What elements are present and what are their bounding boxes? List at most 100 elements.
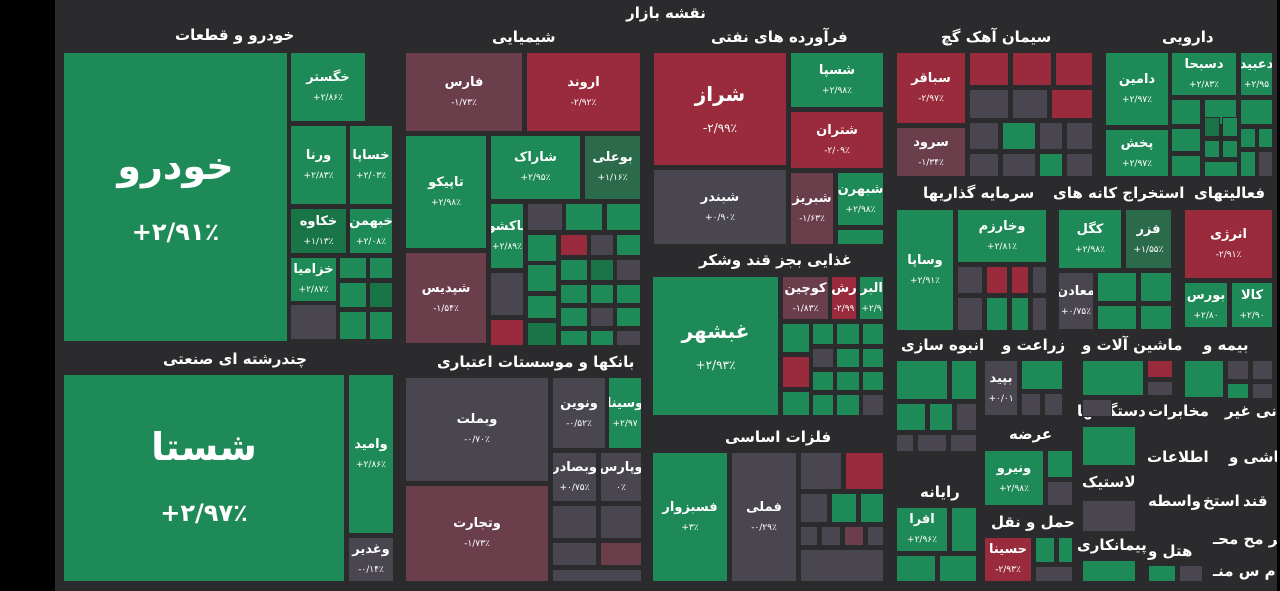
tile-small[interactable]: [1097, 305, 1137, 330]
tile-maaden[interactable]: معادن +۰/۷۵٪: [1058, 272, 1094, 330]
tile-small[interactable]: [369, 282, 393, 308]
tile-afra[interactable]: افرا +۲/۹۶٪: [896, 507, 948, 552]
tile-tapico[interactable]: تاپیکو +۲/۹۸٪: [405, 135, 487, 249]
tile-rosh[interactable]: رش -۲/۹۹: [831, 276, 857, 320]
tile-small[interactable]: [1058, 537, 1073, 563]
tile-small[interactable]: [1258, 151, 1273, 177]
tile-small[interactable]: [1082, 500, 1136, 532]
tile-vasina[interactable]: وسینا +۲/۹۷: [608, 377, 642, 449]
tile-small[interactable]: [1082, 560, 1136, 582]
tile-vasapa[interactable]: وساپا +۲/۹۱٪: [896, 209, 954, 331]
tile-small[interactable]: [1252, 383, 1273, 399]
tile-dasobha[interactable]: دسبحا +۲/۸۳٪: [1171, 52, 1237, 96]
tile-shebandar[interactable]: شبندر +۰/۹۰٪: [653, 169, 787, 245]
tile-arvand[interactable]: اروند -۲/۹۲٪: [526, 52, 641, 132]
tile-vamid[interactable]: وامید +۲/۸۶٪: [348, 374, 394, 534]
tile-khakave[interactable]: خکاوه +۱/۱۳٪: [290, 208, 347, 254]
tile-small[interactable]: [1044, 393, 1063, 416]
tile-small[interactable]: [782, 323, 810, 353]
tile-small[interactable]: [939, 555, 977, 582]
tile-small[interactable]: [1039, 122, 1063, 150]
tile-small[interactable]: [1035, 566, 1073, 582]
tile-khazamia[interactable]: خزامیا +۲/۸۷٪: [290, 257, 337, 302]
tile-small[interactable]: [1184, 360, 1224, 398]
tile-small[interactable]: [1047, 481, 1073, 506]
tile-small[interactable]: [565, 203, 603, 231]
tile-small[interactable]: [590, 284, 614, 304]
tile-damin[interactable]: دامین +۲/۹۷٪: [1105, 52, 1169, 126]
tile-small[interactable]: [862, 348, 884, 368]
tile-small[interactable]: [862, 323, 884, 345]
tile-small[interactable]: [862, 394, 884, 416]
tile-small[interactable]: [1240, 151, 1256, 177]
tile-small[interactable]: [590, 234, 614, 256]
tile-small[interactable]: [1147, 381, 1173, 396]
tile-shabriz[interactable]: شبریز -۱/۶۳٪: [790, 172, 834, 245]
tile-kouchin[interactable]: کوچین -۱/۸۳٪: [782, 276, 829, 320]
tile-small[interactable]: [957, 297, 983, 331]
tile-small[interactable]: [339, 311, 367, 340]
tile-small[interactable]: [1011, 266, 1029, 294]
tile-sarud[interactable]: سرود -۱/۳۴٪: [896, 127, 966, 177]
tile-small[interactable]: [800, 549, 884, 582]
tile-small[interactable]: [1055, 52, 1093, 86]
tile-vatejarat[interactable]: وتجارت -۱/۷۳٪: [405, 485, 549, 582]
tile-small[interactable]: [1032, 297, 1047, 331]
tile-small[interactable]: [552, 505, 597, 539]
tile-small[interactable]: [1082, 360, 1144, 396]
tile-shasta[interactable]: شستا +۲/۹۷٪: [63, 374, 345, 582]
tile-fazar[interactable]: فزر +۱/۵۵٪: [1125, 209, 1172, 269]
tile-small[interactable]: [339, 282, 367, 308]
tile-small[interactable]: [369, 311, 393, 340]
tile-small[interactable]: [1012, 52, 1052, 86]
tile-small[interactable]: [1002, 153, 1036, 177]
tile-sabagher[interactable]: سباقر -۲/۹۷٪: [896, 52, 966, 124]
tile-small[interactable]: [369, 257, 393, 279]
tile-small[interactable]: [1252, 360, 1273, 380]
tile-small[interactable]: [782, 356, 810, 388]
tile-small[interactable]: [1258, 128, 1273, 148]
tile-small[interactable]: [1011, 297, 1029, 331]
tile-small[interactable]: [860, 493, 884, 523]
tile-shaspa[interactable]: شسپا +۲/۹۸٪: [790, 52, 884, 108]
tile-small[interactable]: [917, 434, 947, 452]
tile-small[interactable]: [1039, 153, 1063, 177]
tile-small[interactable]: [831, 493, 857, 523]
tile-dabid[interactable]: دعبید +۲/۹۵: [1240, 52, 1273, 96]
tile-vabemellat[interactable]: وبملت -۰/۷۰٪: [405, 377, 549, 482]
tile-small[interactable]: [800, 526, 818, 546]
tile-small[interactable]: [1171, 99, 1201, 125]
tile-shiraz[interactable]: شراز -۲/۹۹٪: [653, 52, 787, 166]
tile-alborz[interactable]: البر +۲/۹: [859, 276, 884, 320]
tile-boors[interactable]: بورس +۲/۸۰: [1184, 282, 1228, 328]
tile-small[interactable]: [527, 234, 557, 262]
tile-shetran[interactable]: شتران -۲/۰۹٪: [790, 111, 884, 169]
tile-small[interactable]: [290, 304, 337, 340]
tile-vanirou[interactable]: ونیرو +۲/۹۸٪: [984, 450, 1044, 506]
tile-small[interactable]: [552, 542, 597, 566]
tile-small[interactable]: [951, 507, 977, 552]
tile-small[interactable]: [1082, 426, 1136, 466]
tile-vabsader[interactable]: وبصادر +۰/۷۵٪: [552, 452, 597, 502]
tile-small[interactable]: [782, 391, 810, 416]
tile-small[interactable]: [1222, 117, 1238, 137]
tile-small[interactable]: [1204, 140, 1220, 158]
tile-small[interactable]: [1227, 383, 1249, 399]
tile-small[interactable]: [1240, 99, 1273, 125]
tile-vaparis[interactable]: وپارس ۰٪: [600, 452, 642, 502]
tile-small[interactable]: [490, 272, 524, 316]
tile-pakhsh[interactable]: پخش +۲/۹۷٪: [1105, 129, 1169, 177]
tile-small[interactable]: [600, 542, 642, 566]
tile-shebahran[interactable]: شبهرن +۲/۹۸٪: [837, 172, 884, 226]
tile-small[interactable]: [812, 323, 834, 345]
tile-small[interactable]: [339, 257, 367, 279]
tile-khegostar[interactable]: خگستر +۲/۸۶٪: [290, 52, 366, 122]
tile-energy[interactable]: انرژی -۲/۹۱٪: [1184, 209, 1273, 279]
tile-small[interactable]: [1140, 305, 1172, 330]
tile-small[interactable]: [896, 434, 914, 452]
tile-vanovin[interactable]: ونوین -۰/۵۲٪: [552, 377, 606, 449]
tile-small[interactable]: [986, 266, 1008, 294]
tile-small[interactable]: [1140, 272, 1172, 302]
tile-small[interactable]: [560, 284, 588, 304]
tile-small[interactable]: [527, 295, 557, 319]
